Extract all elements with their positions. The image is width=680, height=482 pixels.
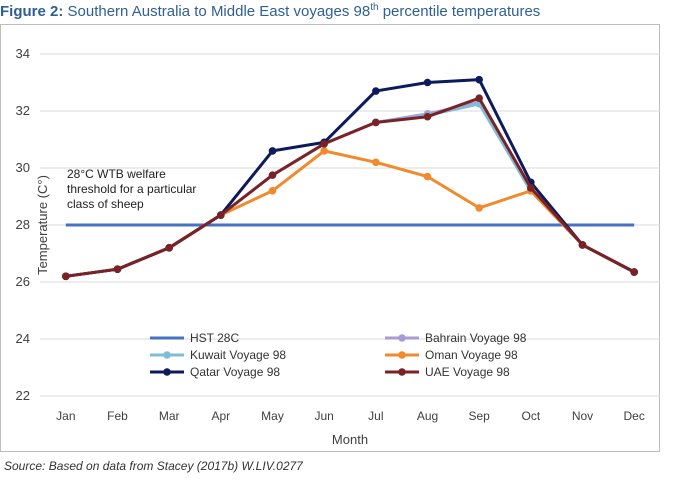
- data-point: [372, 118, 380, 127]
- x-tick-label: Oct: [521, 409, 540, 423]
- legend-marker: [398, 368, 406, 376]
- series-line: [65, 96, 635, 278]
- threshold-annotation: class of sheep: [67, 197, 144, 211]
- data-point: [372, 87, 380, 95]
- figure-label: Figure 2:: [0, 3, 64, 20]
- legend-marker: [398, 351, 406, 359]
- legend-label: Kuwait Voyage 98: [190, 348, 286, 362]
- legend-label: HST 28C: [190, 331, 239, 345]
- figure-title: Figure 2: Southern Australia to Middle E…: [0, 2, 540, 20]
- data-point: [113, 265, 122, 273]
- threshold-annotation: threshold for a particular: [67, 182, 196, 196]
- x-tick-label: Jun: [314, 409, 333, 423]
- x-tick-label: Nov: [572, 409, 593, 423]
- data-point: [475, 94, 483, 102]
- x-tick-label: Aug: [417, 409, 438, 423]
- legend-label: Oman Voyage 98: [425, 348, 518, 362]
- data-point: [320, 139, 328, 148]
- title-text: Southern Australia to Middle East voyage…: [67, 3, 371, 20]
- legend-label: Bahrain Voyage 98: [425, 331, 527, 345]
- data-point: [165, 244, 173, 252]
- y-tick-label: 30: [16, 160, 30, 175]
- y-tick-label: 32: [16, 103, 30, 118]
- data-point: [423, 172, 432, 181]
- legend-label: UAE Voyage 98: [425, 365, 510, 379]
- chart-frame: [0, 24, 660, 452]
- data-point: [578, 241, 587, 249]
- data-point: [423, 78, 432, 87]
- x-axis-title: Month: [332, 432, 368, 447]
- data-point: [62, 272, 70, 281]
- x-tick-label: Sep: [468, 409, 490, 423]
- data-point: [630, 268, 638, 276]
- threshold-annotation: 28°C WTB welfare: [67, 167, 166, 181]
- data-point: [423, 112, 432, 121]
- x-tick-label: May: [261, 409, 284, 423]
- data-point: [320, 147, 328, 155]
- data-point: [475, 75, 483, 84]
- y-tick-label: 34: [16, 46, 30, 61]
- x-tick-label: Feb: [107, 409, 128, 423]
- data-point: [527, 184, 535, 192]
- x-tick-label: Apr: [211, 409, 230, 423]
- data-point: [217, 211, 225, 219]
- data-point: [268, 171, 277, 179]
- x-tick-label: Jan: [56, 409, 75, 423]
- title-superscript: th: [370, 2, 379, 13]
- y-tick-label: 24: [16, 331, 30, 346]
- y-tick-label: 22: [16, 388, 30, 403]
- legend-marker: [163, 351, 171, 359]
- data-point: [268, 187, 277, 195]
- title-end: percentile temperatures: [382, 3, 541, 20]
- legend-marker: [163, 368, 171, 376]
- x-tick-label: Mar: [159, 409, 180, 423]
- legend-label: Qatar Voyage 98: [190, 365, 280, 379]
- x-tick-label: Jul: [368, 409, 383, 423]
- source-note: Source: Based on data from Stacey (2017b…: [4, 459, 303, 473]
- legend-marker: [398, 334, 406, 342]
- y-axis-title: Temperature (C°): [35, 175, 50, 275]
- y-tick-label: 28: [16, 217, 30, 232]
- x-tick-label: Dec: [623, 409, 644, 423]
- data-point: [372, 158, 380, 167]
- y-tick-label: 26: [16, 274, 30, 289]
- data-point: [268, 147, 277, 155]
- data-point: [475, 204, 483, 212]
